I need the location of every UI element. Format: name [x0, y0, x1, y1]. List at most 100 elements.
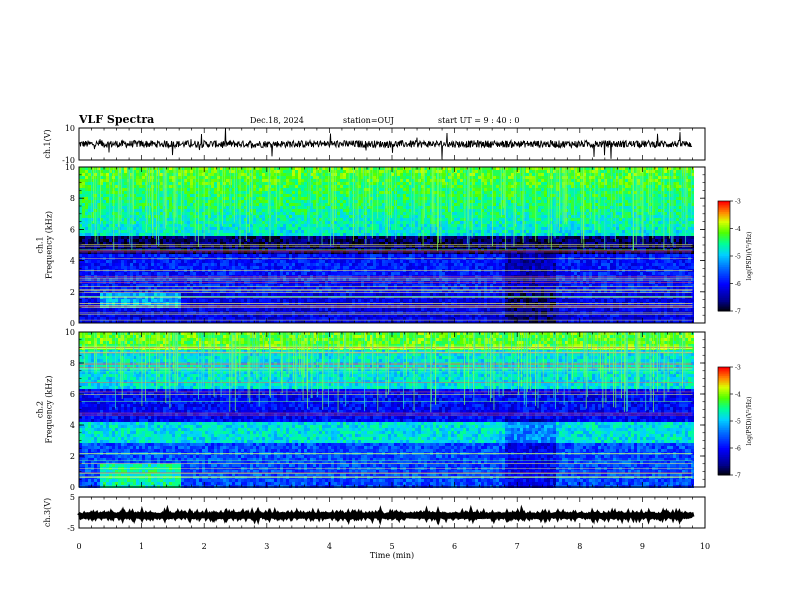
psd-cell	[457, 233, 460, 236]
psd-cell	[181, 191, 184, 194]
psd-cell	[79, 188, 82, 191]
psd-cell	[325, 212, 328, 215]
psd-cell	[655, 209, 658, 212]
psd-cell	[373, 176, 376, 179]
psd-cell	[442, 194, 445, 197]
psd-cell	[373, 191, 376, 194]
psd-cell	[103, 209, 106, 212]
psd-cell	[343, 191, 346, 194]
psd-cell	[448, 218, 451, 221]
psd-cell	[235, 224, 238, 227]
psd-cell	[136, 206, 139, 209]
psd-cell	[658, 200, 661, 203]
psd-cell	[517, 236, 520, 239]
psd-cell	[409, 185, 412, 188]
psd-cell	[412, 218, 415, 221]
psd-cell	[655, 179, 658, 182]
psd-cell	[505, 200, 508, 203]
psd-cell	[349, 185, 352, 188]
psd-cell	[418, 188, 421, 191]
psd-cell	[322, 215, 325, 218]
psd-cell	[595, 200, 598, 203]
psd-cell	[379, 209, 382, 212]
psd-cell	[319, 200, 322, 203]
psd-cell	[211, 221, 214, 224]
psd-cell	[79, 200, 82, 203]
psd-cell	[664, 197, 667, 200]
psd-cell	[493, 167, 496, 170]
psd-cell	[571, 203, 574, 206]
psd-cell	[622, 179, 625, 182]
psd-cell	[595, 176, 598, 179]
psd-cell	[448, 200, 451, 203]
psd-cell	[85, 203, 88, 206]
psd-cell	[292, 221, 295, 224]
psd-cell	[625, 224, 628, 227]
psd-cell	[124, 194, 127, 197]
psd-cell	[127, 212, 130, 215]
psd-cell	[199, 170, 202, 173]
psd-cell	[397, 188, 400, 191]
psd-cell	[229, 221, 232, 224]
psd-cell	[493, 197, 496, 200]
psd-cell	[370, 215, 373, 218]
psd-cell	[205, 185, 208, 188]
psd-cell	[577, 197, 580, 200]
psd-cell	[622, 188, 625, 191]
psd-cell	[535, 209, 538, 212]
psd-cell	[193, 191, 196, 194]
psd-cell	[370, 212, 373, 215]
psd-cell	[277, 188, 280, 191]
psd-cell	[556, 179, 559, 182]
psd-cell	[472, 188, 475, 191]
psd-cell	[415, 179, 418, 182]
psd-cell	[178, 182, 181, 185]
psd-cell	[253, 230, 256, 233]
psd-cell	[139, 215, 142, 218]
psd-cell	[271, 185, 274, 188]
psd-cell	[538, 215, 541, 218]
psd-cell	[298, 203, 301, 206]
psd-cell	[448, 173, 451, 176]
psd-cell	[601, 176, 604, 179]
psd-cell	[325, 209, 328, 212]
psd-cell	[292, 197, 295, 200]
psd-cell	[205, 230, 208, 233]
psd-cell	[322, 185, 325, 188]
psd-cell	[508, 176, 511, 179]
psd-cell	[91, 236, 94, 239]
psd-cell	[127, 209, 130, 212]
psd-cell	[271, 233, 274, 236]
psd-cell	[310, 227, 313, 230]
psd-cell	[292, 203, 295, 206]
psd-cell	[664, 167, 667, 170]
psd-cell	[568, 182, 571, 185]
psd-cell	[526, 191, 529, 194]
psd-cell	[625, 221, 628, 224]
psd-cell	[100, 218, 103, 221]
psd-cell	[508, 209, 511, 212]
psd-cell	[370, 227, 373, 230]
psd-cell	[262, 218, 265, 221]
psd-cell	[313, 194, 316, 197]
psd-cell	[556, 209, 559, 212]
psd-cell	[355, 233, 358, 236]
psd-cell	[667, 203, 670, 206]
psd-cell	[166, 206, 169, 209]
psd-cell	[406, 170, 409, 173]
psd-cell	[106, 230, 109, 233]
psd-cell	[109, 221, 112, 224]
psd-cell	[583, 203, 586, 206]
psd-cell	[91, 170, 94, 173]
psd-cell	[457, 167, 460, 170]
psd-cell	[622, 197, 625, 200]
psd-cell	[457, 203, 460, 206]
psd-cell	[160, 236, 163, 239]
psd-cell	[475, 182, 478, 185]
psd-cell	[517, 170, 520, 173]
psd-cell	[325, 191, 328, 194]
psd-cell	[433, 200, 436, 203]
psd-cell	[109, 218, 112, 221]
psd-cell	[535, 173, 538, 176]
